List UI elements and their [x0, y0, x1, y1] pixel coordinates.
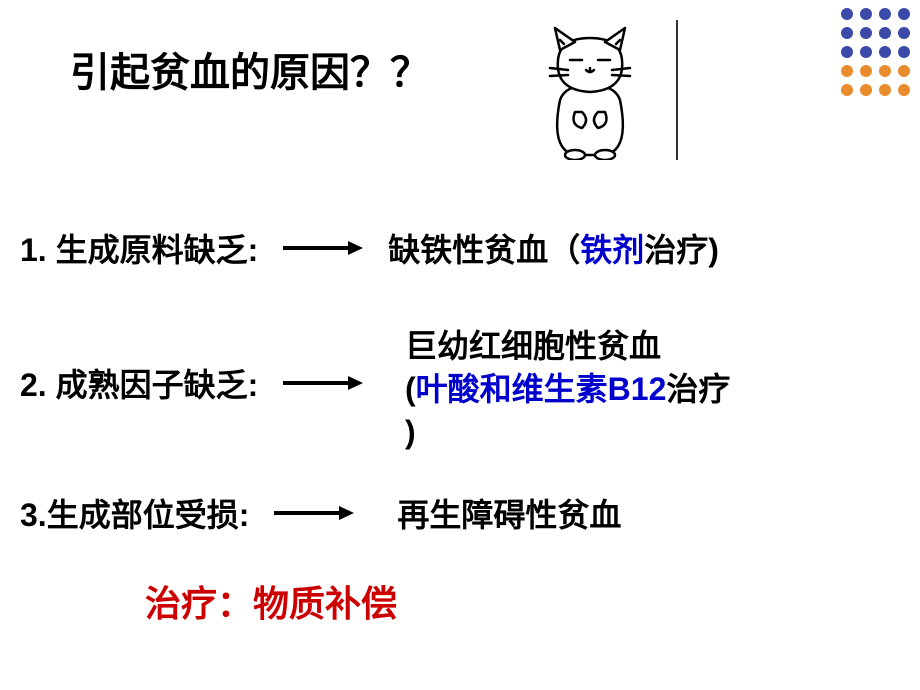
decorative-dot	[898, 46, 910, 58]
corner-dots	[841, 8, 910, 96]
treatment-summary: 治疗：物质补偿	[145, 575, 397, 627]
decorative-dot	[879, 65, 891, 77]
cause-result-3: 再生障碍性贫血	[397, 490, 621, 536]
decorative-dot	[860, 46, 872, 58]
decorative-dot	[879, 84, 891, 96]
decorative-dot	[841, 84, 853, 96]
decorative-dot	[841, 46, 853, 58]
decorative-dot	[898, 8, 910, 20]
decorative-dot	[860, 65, 872, 77]
vertical-divider	[676, 20, 678, 160]
arrow-icon	[278, 373, 368, 393]
cause-row-1: 1. 生成原料缺乏: 缺铁性贫血（铁剂治疗)	[20, 225, 719, 271]
decorative-dot	[898, 65, 910, 77]
decorative-dot	[841, 8, 853, 20]
decorative-dot	[860, 27, 872, 39]
arrow-icon	[278, 238, 368, 258]
decorative-dot	[860, 84, 872, 96]
decorative-dot	[879, 46, 891, 58]
cause-row-2: 2. 成熟因子缺乏:	[20, 360, 388, 406]
decorative-dot	[879, 27, 891, 39]
cause-row-3: 3.生成部位受损: 再生障碍性贫血	[20, 490, 621, 536]
cause-label-2: 2. 成熟因子缺乏:	[20, 360, 258, 406]
cause-result-2: 巨幼红细胞性贫血 (叶酸和维生素B12治疗 )	[405, 325, 885, 455]
slide-title: 引起贫血的原因？？	[70, 40, 430, 98]
arrow-icon	[269, 503, 359, 523]
cause-label-1: 1. 生成原料缺乏:	[20, 225, 258, 271]
decorative-dot	[841, 65, 853, 77]
decorative-dot	[898, 27, 910, 39]
cause-label-3: 3.生成部位受损:	[20, 490, 249, 536]
cause-result-1: 缺铁性贫血（铁剂治疗)	[388, 225, 719, 271]
decorative-dot	[860, 8, 872, 20]
cat-illustration	[520, 20, 660, 160]
decorative-dot	[841, 27, 853, 39]
decorative-dot	[898, 84, 910, 96]
decorative-dot	[879, 8, 891, 20]
